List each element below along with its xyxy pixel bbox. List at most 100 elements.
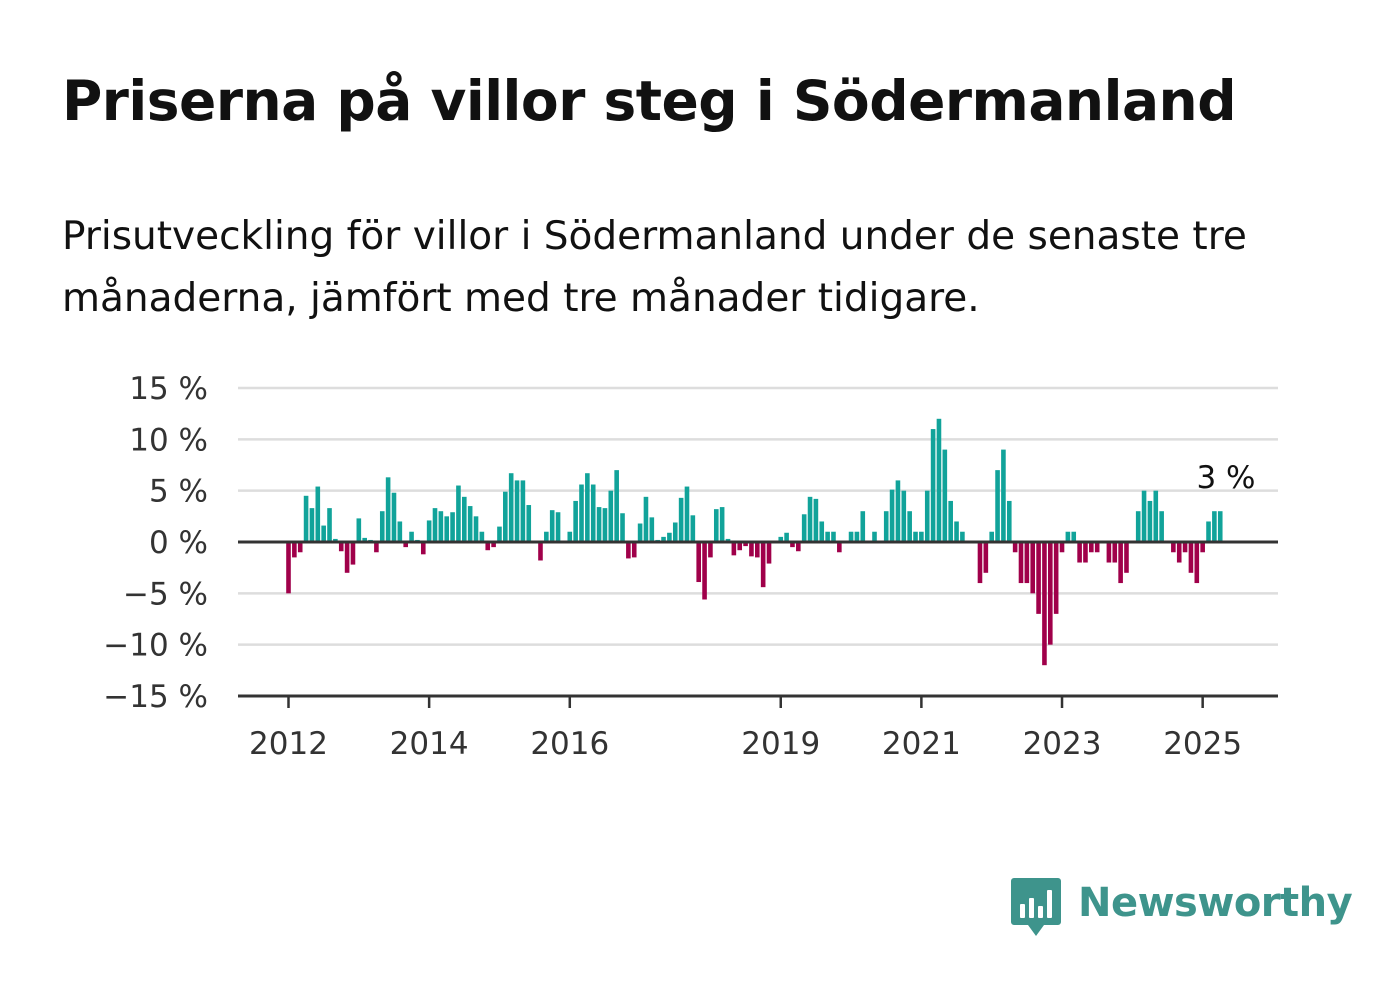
bar bbox=[825, 531, 830, 542]
bar bbox=[790, 542, 795, 548]
bar bbox=[895, 480, 901, 542]
bar bbox=[450, 512, 455, 542]
bar bbox=[837, 542, 842, 553]
x-tick-label: 2014 bbox=[390, 726, 469, 762]
bar bbox=[1153, 490, 1159, 542]
axes bbox=[238, 540, 1278, 708]
bar bbox=[977, 542, 983, 584]
bar bbox=[737, 542, 743, 551]
bar bbox=[942, 449, 948, 542]
bar bbox=[831, 531, 836, 542]
bar bbox=[684, 486, 690, 542]
bar bbox=[924, 490, 930, 542]
bar bbox=[995, 470, 1000, 542]
y-tick-label: 10 % bbox=[129, 422, 208, 458]
bar bbox=[333, 538, 338, 542]
bar bbox=[438, 511, 444, 542]
bar bbox=[936, 418, 942, 542]
bar bbox=[520, 480, 526, 542]
bar bbox=[1194, 542, 1200, 584]
bar bbox=[796, 542, 801, 552]
bar bbox=[602, 508, 608, 542]
bar bbox=[1012, 542, 1018, 553]
bar bbox=[1077, 542, 1082, 563]
newsworthy-logo: Newsworthy bbox=[1010, 876, 1353, 942]
bar bbox=[526, 505, 532, 542]
bars bbox=[286, 418, 1223, 666]
bar bbox=[854, 531, 860, 542]
y-tick-label: 15 % bbox=[129, 371, 208, 407]
x-tick-label: 2016 bbox=[530, 726, 609, 762]
bar bbox=[743, 542, 748, 547]
bar bbox=[901, 490, 907, 542]
x-axis-tick-labels: 2012 2014 2016 2019 2021 2023 2025 bbox=[249, 726, 1242, 762]
bar bbox=[702, 542, 707, 600]
bar bbox=[473, 516, 479, 542]
bar bbox=[549, 510, 555, 542]
bar bbox=[579, 484, 584, 542]
bar bbox=[1176, 542, 1182, 563]
bar bbox=[1118, 542, 1123, 584]
bar bbox=[766, 542, 772, 564]
bar bbox=[1135, 511, 1141, 542]
bar bbox=[883, 511, 889, 542]
bar bbox=[350, 542, 356, 565]
bar bbox=[432, 508, 438, 542]
bar bbox=[538, 542, 543, 561]
y-tick-label: −5 % bbox=[123, 576, 208, 612]
bar bbox=[397, 521, 403, 542]
bar bbox=[585, 473, 590, 542]
bar bbox=[356, 518, 362, 542]
chart-subtitle: Prisutveckling för villor i Södermanland… bbox=[62, 214, 1247, 321]
y-tick-label: −15 % bbox=[103, 679, 208, 715]
bar bbox=[444, 516, 450, 542]
bar bbox=[614, 470, 619, 542]
last-value-label: 3 % bbox=[1196, 460, 1255, 496]
bar bbox=[989, 531, 994, 542]
bar bbox=[456, 485, 461, 542]
bar bbox=[303, 495, 309, 542]
bar bbox=[708, 542, 713, 558]
bar bbox=[379, 511, 385, 542]
bar bbox=[462, 496, 467, 542]
bar bbox=[321, 525, 326, 542]
bar bbox=[1042, 542, 1047, 666]
bar bbox=[848, 531, 854, 542]
bar bbox=[930, 429, 936, 542]
bar bbox=[426, 520, 432, 542]
bar bbox=[643, 496, 649, 542]
grid-lines bbox=[238, 386, 1278, 646]
y-axis-tick-labels: 15 % 10 % 5 % 0 % −5 % −10 % −15 % bbox=[103, 371, 208, 715]
bar bbox=[497, 526, 502, 542]
bar bbox=[1106, 542, 1112, 563]
bar bbox=[1112, 542, 1118, 563]
bar bbox=[1212, 511, 1217, 542]
bar bbox=[374, 542, 379, 553]
bar bbox=[1048, 542, 1053, 645]
bar bbox=[749, 542, 754, 557]
bar bbox=[801, 514, 807, 542]
bar bbox=[338, 542, 344, 552]
bar bbox=[626, 542, 631, 559]
bar bbox=[1182, 542, 1188, 553]
x-tick-label: 2019 bbox=[741, 726, 820, 762]
x-tick-label: 2023 bbox=[1023, 726, 1102, 762]
bar bbox=[409, 531, 414, 542]
newsworthy-logo-icon bbox=[1011, 878, 1061, 936]
bar bbox=[1094, 542, 1100, 553]
bar bbox=[1141, 490, 1147, 542]
bar bbox=[1001, 449, 1006, 542]
bar bbox=[983, 542, 989, 573]
bar bbox=[725, 538, 731, 542]
bar bbox=[719, 507, 725, 542]
bar bbox=[555, 512, 561, 542]
bar bbox=[420, 542, 426, 555]
chart-title: Priserna på villor steg i Södermanland bbox=[62, 69, 1237, 133]
bar bbox=[889, 489, 895, 542]
bar bbox=[672, 522, 678, 542]
bar bbox=[813, 498, 819, 542]
bar bbox=[954, 521, 959, 542]
bar bbox=[508, 473, 514, 542]
bar bbox=[919, 531, 924, 542]
bar bbox=[907, 511, 912, 542]
